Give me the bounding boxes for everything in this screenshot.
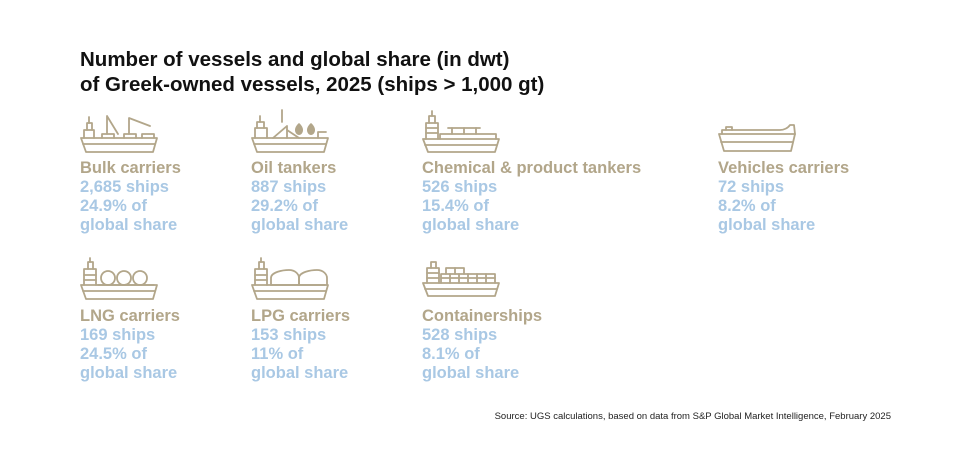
vessel-card-containerships: Containerships 528 ships 8.1% of global …	[422, 256, 692, 383]
vehicle-carrier-icon	[718, 124, 796, 152]
page-title: Number of vessels and global share (in d…	[80, 47, 544, 97]
vessel-ships-count: 169 ships	[80, 326, 156, 344]
vessel-card-lpg-carriers: LPG carriers 153 ships 11% of global sha…	[251, 256, 521, 383]
chemical-tanker-icon	[422, 110, 500, 153]
vessel-share-label: global share	[718, 216, 816, 234]
vessel-card-lng-carriers: LNG carriers 169 ships 24.5% of global s…	[80, 256, 350, 383]
vessel-name: LNG carriers	[80, 307, 180, 325]
vessel-share-value: 24.9% of	[80, 197, 147, 215]
vessel-share-value: 15.4% of	[422, 197, 489, 215]
vessel-card-vehicles-carriers: Vehicles carriers 72 ships 8.2% of globa…	[718, 108, 962, 235]
vessel-share-value: 8.1% of	[422, 345, 480, 363]
bulk-carrier-icon	[80, 115, 158, 153]
lpg-carrier-icon	[251, 257, 329, 300]
vessel-share-value: 24.5% of	[80, 345, 147, 363]
vessel-ships-count: 153 ships	[251, 326, 327, 344]
vessel-share-label: global share	[422, 364, 520, 382]
vessel-share-label: global share	[251, 364, 349, 382]
vessel-name: Containerships	[422, 307, 543, 325]
vessel-card-oil-tankers: Oil tankers 887 ships 29.2% of global sh…	[251, 108, 521, 235]
vessel-share-value: 8.2% of	[718, 197, 776, 215]
vessel-name: Vehicles carriers	[718, 159, 850, 177]
vessel-card-chemical-product-tankers: Chemical & product tankers 526 ships 15.…	[422, 108, 692, 235]
vessel-ships-count: 526 ships	[422, 178, 498, 196]
vessel-share-label: global share	[422, 216, 520, 234]
title-line-2: of Greek-owned vessels, 2025 (ships > 1,…	[80, 73, 545, 96]
vessel-ships-count: 887 ships	[251, 178, 327, 196]
vessel-name: Oil tankers	[251, 159, 337, 177]
vessel-name: Chemical & product tankers	[422, 159, 642, 177]
vessel-share-label: global share	[251, 216, 349, 234]
vessel-share-value: 11% of	[251, 345, 304, 363]
vessel-card-bulk-carriers: Bulk carriers 2,685 ships 24.9% of globa…	[80, 108, 350, 235]
vessel-name: Bulk carriers	[80, 159, 181, 177]
vessel-share-label: global share	[80, 216, 178, 234]
title-line-1: Number of vessels and global share (in d…	[80, 48, 510, 71]
vessel-ships-count: 72 ships	[718, 178, 785, 196]
containership-icon	[422, 261, 500, 297]
vessel-share-value: 29.2% of	[251, 197, 318, 215]
vessel-ships-count: 2,685 ships	[80, 178, 169, 196]
vessel-name: LPG carriers	[251, 307, 351, 325]
vessel-share-label: global share	[80, 364, 178, 382]
oil-tanker-icon	[251, 109, 329, 153]
source-note: Source: UGS calculations, based on data …	[494, 411, 891, 422]
vessel-ships-count: 528 ships	[422, 326, 498, 344]
lng-carrier-icon	[80, 257, 158, 300]
